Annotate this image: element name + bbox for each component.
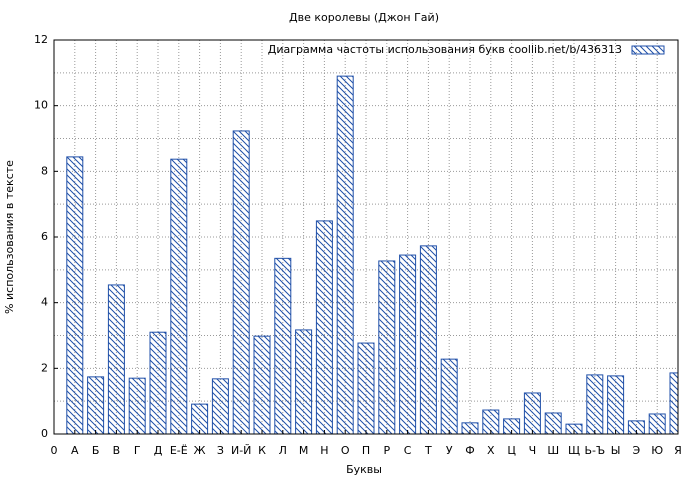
x-tick-label: Е-Ё: [170, 444, 188, 457]
bar: [149, 331, 167, 434]
chart-title: Две королевы (Джон Гай): [289, 11, 439, 24]
bar: [503, 418, 521, 434]
x-tick-label: Х: [487, 444, 495, 457]
bar: [669, 372, 678, 434]
x-tick-label: 0: [51, 444, 58, 457]
bar: [87, 376, 105, 434]
bar: [357, 342, 375, 434]
bar: [253, 335, 271, 434]
x-tick-label: Н: [320, 444, 328, 457]
x-tick-label: Д: [154, 444, 163, 457]
y-tick-label: 10: [34, 99, 48, 112]
bar: [419, 245, 437, 434]
x-tick-label: Р: [383, 444, 390, 457]
x-tick-label: Ш: [547, 444, 559, 457]
bar: [378, 260, 396, 434]
x-tick-label: М: [299, 444, 309, 457]
bar: [66, 156, 84, 434]
bar: [315, 220, 333, 434]
x-tick-label: В: [113, 444, 121, 457]
y-tick-label: 8: [41, 164, 48, 177]
bar: [607, 375, 625, 434]
bar: [274, 257, 292, 434]
x-tick-label: Ф: [465, 444, 474, 457]
y-tick-label: 4: [41, 296, 48, 309]
x-tick-label: З: [217, 444, 224, 457]
x-tick-label: Я: [674, 444, 682, 457]
y-tick-label: 0: [41, 427, 48, 440]
x-tick-label: Г: [134, 444, 141, 457]
y-tick-label: 12: [34, 33, 48, 46]
x-tick-label: С: [404, 444, 412, 457]
bar: [107, 284, 125, 434]
bar: [440, 358, 458, 434]
bar: [523, 392, 541, 434]
x-tick-label: Л: [279, 444, 287, 457]
bar: [482, 409, 500, 434]
bar: [586, 374, 604, 434]
bar: [627, 420, 645, 434]
x-tick-label: У: [446, 444, 453, 457]
bar: [191, 403, 209, 434]
bar: [461, 422, 479, 434]
x-tick-label: Ж: [194, 444, 206, 457]
bar: [399, 254, 417, 434]
x-tick-label: Т: [424, 444, 432, 457]
x-tick-label: Э: [633, 444, 641, 457]
legend-swatch: [631, 45, 665, 55]
x-tick-label: Ц: [507, 444, 516, 457]
x-tick-label: К: [258, 444, 266, 457]
x-tick-label: Ы: [611, 444, 621, 457]
x-tick-label: А: [71, 444, 79, 457]
y-tick-label: 6: [41, 230, 48, 243]
x-tick-label: О: [341, 444, 350, 457]
x-tick-label: Б: [92, 444, 100, 457]
x-tick-label: П: [362, 444, 370, 457]
bar: [170, 158, 188, 434]
bar: [232, 130, 250, 434]
x-tick-label: Щ: [568, 444, 580, 457]
x-tick-label: И-Й: [231, 444, 251, 457]
legend-label: Диаграмма частоты использования букв coo…: [268, 43, 622, 56]
bar: [211, 378, 229, 434]
bar: [295, 329, 313, 434]
x-tick-label: Ю: [651, 444, 663, 457]
bar: [336, 75, 354, 434]
x-tick-label: Ь-Ъ: [584, 444, 605, 457]
y-axis-label: % использования в тексте: [3, 160, 16, 314]
x-axis-label: Буквы: [346, 463, 382, 476]
bar: [648, 413, 666, 434]
y-tick-label: 2: [41, 361, 48, 374]
bar: [128, 377, 146, 434]
x-tick-label: Ч: [529, 444, 537, 457]
